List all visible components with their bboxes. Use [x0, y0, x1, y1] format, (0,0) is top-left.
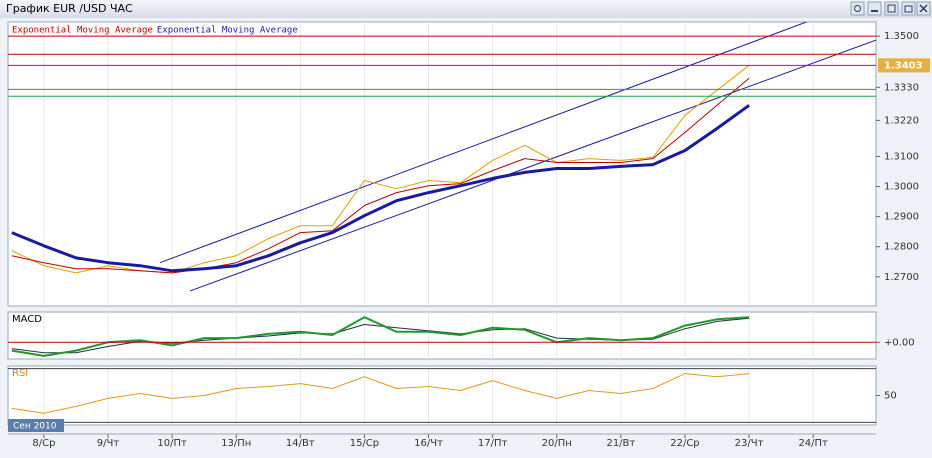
x-tick-label: 10/Пт — [157, 438, 187, 449]
panel — [7, 365, 877, 426]
legend-entry: Exponential Moving Average — [12, 26, 153, 36]
x-tick-label: 23/Чт — [735, 438, 764, 449]
series-line — [11, 373, 750, 414]
icon — [919, 4, 928, 13]
trend-line — [189, 39, 876, 292]
y-tick-label: 1.2700 — [884, 272, 919, 283]
price-label: 1.3403 — [884, 60, 923, 71]
button-restore[interactable] — [901, 1, 916, 16]
series-line — [11, 77, 750, 274]
x-tick-label: 20/Пн — [542, 438, 572, 449]
period-badge — [8, 419, 64, 432]
y-tick-label: 1.3100 — [884, 151, 919, 162]
x-tick-label: 16/Чт — [414, 438, 443, 449]
window-buttons[interactable] — [850, 1, 931, 16]
x-tick-label: 22/Ср — [670, 438, 699, 449]
y-tick-label: +0.00 — [884, 337, 915, 348]
title-bar — [0, 0, 932, 18]
button-minimize[interactable] — [867, 1, 882, 16]
icon — [887, 4, 896, 13]
panel-title: RSI — [12, 368, 28, 379]
y-tick-label: 1.3330 — [884, 82, 919, 93]
panel — [7, 21, 877, 307]
panel-title: MACD — [12, 314, 42, 325]
plot-area — [11, 366, 814, 425]
icon — [854, 5, 861, 12]
button-help[interactable] — [850, 1, 865, 16]
trend-line — [159, 22, 808, 264]
x-tick-label: 9/Чт — [97, 438, 120, 449]
legend-entry: Exponential Moving Average — [157, 26, 298, 36]
series-line — [11, 104, 750, 273]
x-tick-label: 21/Вт — [606, 438, 635, 449]
y-tick-label: 1.2900 — [884, 212, 919, 223]
x-tick-label: 15/Ср — [350, 438, 379, 449]
button-maximize[interactable] — [884, 1, 899, 16]
x-tick-label: 17/Пт — [478, 438, 508, 449]
series-line — [11, 316, 750, 357]
y-tick-label: 1.2800 — [884, 242, 919, 253]
x-tick-label: 8/Ср — [32, 438, 55, 449]
x-tick-label: 13/Пн — [221, 438, 251, 449]
y-tick-label: 50 — [884, 391, 897, 402]
x-tick-label: 24/Пт — [798, 438, 828, 449]
y-tick-label: 1.3000 — [884, 182, 919, 193]
icon — [904, 5, 913, 13]
period-label: Сен 2010 — [13, 422, 57, 432]
y-tick-label: 1.3500 — [884, 31, 919, 42]
window-title: График EUR /USD ЧАС — [6, 2, 133, 15]
price-label-box — [878, 58, 930, 73]
y-tick-label: 1.3220 — [884, 115, 919, 126]
plot-area — [11, 22, 876, 306]
x-tick-label: 14/Вт — [286, 438, 315, 449]
